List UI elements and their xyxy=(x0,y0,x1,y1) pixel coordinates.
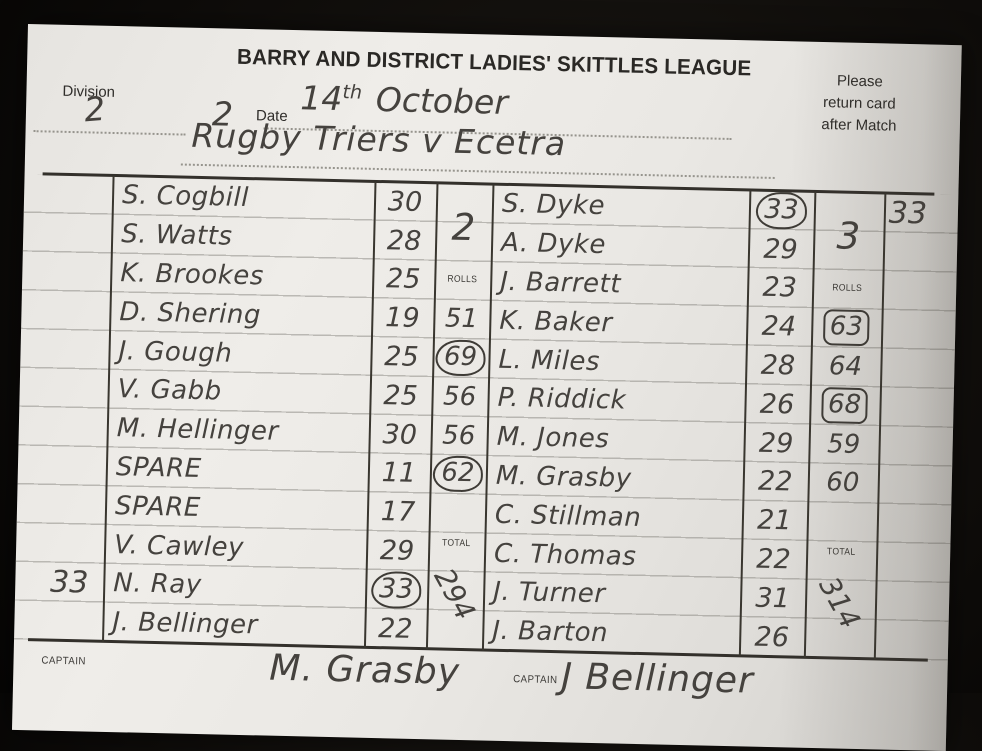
total-label-home: TOTAL xyxy=(441,537,471,550)
home-player-name: M. Hellinger xyxy=(116,413,280,447)
date-day: 14 xyxy=(299,78,343,119)
home-roll-value: 56 xyxy=(442,381,477,413)
home-player-name: SPARE xyxy=(114,490,202,523)
home-captain-signature: M. Grasby xyxy=(268,647,461,693)
right-margin-cell: 33 xyxy=(883,193,932,233)
away-player-score: 29 xyxy=(758,427,794,460)
away-high-score-note: 33 xyxy=(888,195,928,232)
left-margin-cell: 33 xyxy=(35,562,104,602)
away-player-score: 22 xyxy=(756,543,792,576)
home-player-score: 25 xyxy=(384,341,420,374)
home-roll-value: 69 xyxy=(432,338,489,378)
left-margin-cell xyxy=(43,213,112,253)
away-roll-value: 59 xyxy=(826,429,861,461)
away-player-name: A. Dyke xyxy=(500,227,607,261)
left-margin-cell xyxy=(41,291,110,331)
right-margin-cell xyxy=(882,271,931,311)
home-player-score: 30 xyxy=(382,418,418,451)
home-player-score: 28 xyxy=(386,224,422,257)
away-player-score: 28 xyxy=(760,349,796,382)
left-margin-cell xyxy=(44,174,113,214)
home-player-name: S. Cogbill xyxy=(121,180,250,214)
left-margin-cell xyxy=(36,523,105,563)
home-player-score: 11 xyxy=(381,457,417,490)
home-roll-value: 62 xyxy=(429,454,486,494)
away-games-won: 3 xyxy=(836,213,861,258)
home-roll-value: 51 xyxy=(444,303,479,335)
right-margin-cell xyxy=(874,620,923,660)
right-margin-cell xyxy=(876,504,925,544)
league-title-text: BARRY AND DISTRICT LADIES' SKITTLES LEAG… xyxy=(236,44,752,81)
home-player-score: 19 xyxy=(384,302,420,335)
division-value: 2 xyxy=(82,88,107,130)
right-margin-cell xyxy=(880,349,929,389)
left-margin-cell xyxy=(34,601,103,641)
left-margin-cell xyxy=(39,368,108,408)
home-games-won: 2 xyxy=(451,205,476,249)
score-card: BARRY AND DISTRICT LADIES' SKITTLES LEAG… xyxy=(11,24,962,751)
home-player-score: 30 xyxy=(387,186,423,218)
left-margin-cell xyxy=(37,485,106,525)
return-note: Please return card after Match xyxy=(821,72,897,135)
left-margin-cell xyxy=(38,407,107,447)
away-player-name: C. Thomas xyxy=(493,538,637,572)
home-player-name: K. Brookes xyxy=(120,258,265,292)
away-player-score: 23 xyxy=(762,272,798,304)
away-player-name: M. Grasby xyxy=(495,460,632,494)
right-margin-cell xyxy=(881,310,930,350)
rolls-label-home: ROLLS xyxy=(447,273,478,286)
home-high-score-note: 33 xyxy=(49,564,89,601)
away-roll-value: 64 xyxy=(828,351,863,383)
home-player-name: SPARE xyxy=(115,452,202,485)
left-margin-cell xyxy=(38,446,107,486)
home-rolls-column: 2 ROLLS 51 69 56 56 62 TOTAL 294 xyxy=(426,183,493,650)
away-roll-value: 60 xyxy=(825,467,860,499)
right-margin-cell xyxy=(877,465,926,505)
home-roll-value: 56 xyxy=(441,420,476,452)
captain-label-home: CAPTAIN xyxy=(41,654,86,668)
left-margin-cell xyxy=(40,330,109,370)
away-player-score: 33 xyxy=(749,190,815,230)
home-player-name: V. Cawley xyxy=(113,529,245,563)
away-player-score: 24 xyxy=(761,311,797,343)
away-captain-signature: J Bellinger xyxy=(560,656,755,702)
date-month: October xyxy=(375,79,509,122)
away-player-name: S. Dyke xyxy=(501,189,606,222)
match-teams: Rugby Triers v Ecetra xyxy=(191,115,567,164)
away-player-name: J. Barrett xyxy=(499,266,622,300)
away-player-score: 29 xyxy=(763,233,799,266)
home-player-score: 25 xyxy=(385,263,421,296)
home-player-name: V. Gabb xyxy=(117,374,222,407)
home-player-score: 17 xyxy=(380,496,416,529)
left-margin-cell xyxy=(42,252,111,292)
division-line xyxy=(33,130,186,136)
away-player-name: J. Barton xyxy=(492,615,609,649)
date-ordinal: th xyxy=(342,81,363,104)
away-player-name: K. Baker xyxy=(499,305,613,339)
away-player-name: P. Riddick xyxy=(497,383,627,417)
home-player-score: 29 xyxy=(379,535,415,567)
away-player-name: L. Miles xyxy=(498,344,601,377)
away-roll-value: 63 xyxy=(811,308,882,348)
home-player-name: N. Ray xyxy=(112,568,203,601)
away-rolls-column: 3 ROLLS 63 64 68 59 60 TOTAL 314 xyxy=(804,192,885,659)
home-player-name: S. Watts xyxy=(120,219,233,252)
home-player-score: 25 xyxy=(383,380,419,412)
rolls-label-away: ROLLS xyxy=(832,282,863,294)
home-player-name: D. Shering xyxy=(119,296,262,331)
home-player-name: J. Bellinger xyxy=(112,607,259,641)
away-roll-value: 68 xyxy=(809,386,880,426)
right-margin-cell xyxy=(883,232,932,272)
date-value: 14th October xyxy=(300,78,508,122)
away-player-name: M. Jones xyxy=(496,421,610,455)
away-player-name: C. Stillman xyxy=(494,499,642,533)
away-player-score: 22 xyxy=(757,466,793,498)
away-player-name: J. Turner xyxy=(492,577,606,610)
right-margin-cell xyxy=(879,387,928,427)
away-player-score: 26 xyxy=(759,388,795,421)
captain-label-away: CAPTAIN xyxy=(513,673,558,687)
home-player-name: J. Gough xyxy=(118,335,233,369)
away-player-score: 21 xyxy=(756,504,792,537)
right-margin-cell xyxy=(878,426,927,466)
